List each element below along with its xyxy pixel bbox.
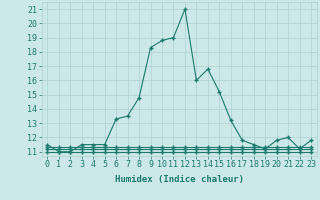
X-axis label: Humidex (Indice chaleur): Humidex (Indice chaleur) <box>115 175 244 184</box>
